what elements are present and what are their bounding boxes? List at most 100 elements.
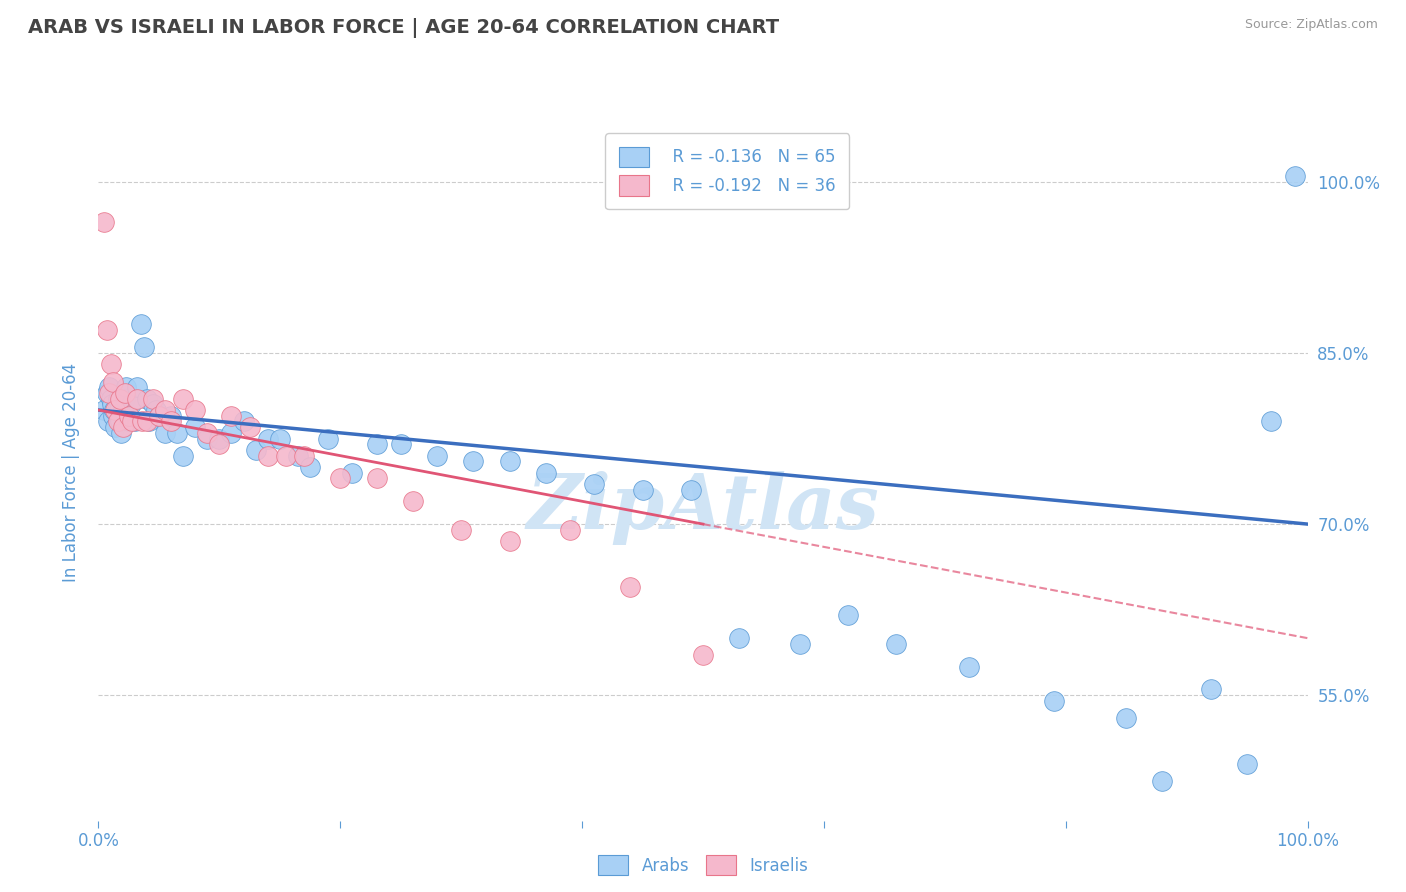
Point: [402, 494, 425, 508]
Point: [142, 397, 165, 411]
Point: [104, 403, 127, 417]
Point: [221, 425, 243, 440]
Text: Source: ZipAtlas.com: Source: ZipAtlas.com: [1244, 18, 1378, 31]
Point: [121, 414, 143, 428]
Point: [184, 403, 207, 417]
Point: [292, 449, 315, 463]
Point: [221, 409, 243, 423]
Point: [692, 648, 714, 663]
Point: [108, 403, 131, 417]
Point: [631, 483, 654, 497]
Point: [256, 449, 278, 463]
Point: [245, 442, 267, 457]
Point: [426, 449, 449, 463]
Point: [329, 471, 352, 485]
Point: [107, 392, 129, 406]
Point: [195, 432, 218, 446]
Point: [172, 449, 194, 463]
Point: [101, 409, 124, 423]
Point: [107, 414, 129, 428]
Point: [111, 420, 134, 434]
Point: [837, 608, 859, 623]
Point: [103, 403, 125, 417]
Point: [208, 432, 231, 446]
Point: [269, 432, 291, 446]
Point: [1284, 169, 1306, 184]
Point: [886, 637, 908, 651]
Point: [114, 385, 136, 400]
Point: [287, 449, 309, 463]
Text: ZipAtlas: ZipAtlas: [527, 471, 879, 544]
Point: [134, 340, 156, 354]
Point: [463, 454, 485, 468]
Point: [97, 414, 120, 428]
Point: [110, 425, 132, 440]
Point: [789, 637, 811, 651]
Point: [232, 414, 254, 428]
Point: [135, 392, 157, 406]
Point: [105, 403, 128, 417]
Point: [100, 358, 122, 372]
Point: [342, 466, 364, 480]
Point: [558, 523, 581, 537]
Point: [145, 403, 167, 417]
Point: [184, 420, 207, 434]
Point: [148, 409, 170, 423]
Point: [498, 454, 520, 468]
Point: [111, 403, 134, 417]
Point: [366, 471, 388, 485]
Point: [120, 397, 142, 411]
Point: [131, 414, 153, 428]
Point: [127, 380, 149, 394]
Legend: Arabs, Israelis: Arabs, Israelis: [592, 848, 814, 882]
Point: [679, 483, 702, 497]
Point: [124, 414, 146, 428]
Point: [114, 392, 136, 406]
Point: [129, 318, 152, 332]
Y-axis label: In Labor Force | Age 20-64: In Labor Force | Age 20-64: [62, 363, 80, 582]
Point: [98, 380, 121, 394]
Point: [299, 460, 322, 475]
Point: [127, 392, 149, 406]
Point: [957, 659, 980, 673]
Point: [583, 477, 606, 491]
Point: [138, 414, 160, 428]
Point: [1152, 773, 1174, 788]
Point: [450, 523, 472, 537]
Point: [100, 397, 122, 411]
Point: [1115, 711, 1137, 725]
Point: [1042, 694, 1064, 708]
Point: [104, 420, 127, 434]
Point: [118, 414, 141, 428]
Point: [153, 425, 176, 440]
Point: [160, 414, 183, 428]
Point: [256, 432, 278, 446]
Point: [160, 409, 183, 423]
Point: [93, 215, 115, 229]
Point: [115, 380, 138, 394]
Point: [100, 392, 122, 406]
Point: [366, 437, 388, 451]
Point: [166, 425, 188, 440]
Point: [316, 432, 339, 446]
Point: [619, 580, 641, 594]
Point: [148, 409, 170, 423]
Point: [98, 385, 121, 400]
Point: [96, 385, 118, 400]
Point: [389, 437, 412, 451]
Point: [1199, 682, 1222, 697]
Point: [135, 414, 157, 428]
Point: [498, 534, 520, 549]
Point: [728, 631, 751, 645]
Point: [1236, 756, 1258, 771]
Point: [274, 449, 297, 463]
Point: [208, 437, 231, 451]
Point: [142, 392, 165, 406]
Point: [101, 375, 124, 389]
Point: [108, 392, 131, 406]
Point: [93, 403, 115, 417]
Point: [195, 425, 218, 440]
Point: [153, 403, 176, 417]
Point: [172, 392, 194, 406]
Point: [118, 409, 141, 423]
